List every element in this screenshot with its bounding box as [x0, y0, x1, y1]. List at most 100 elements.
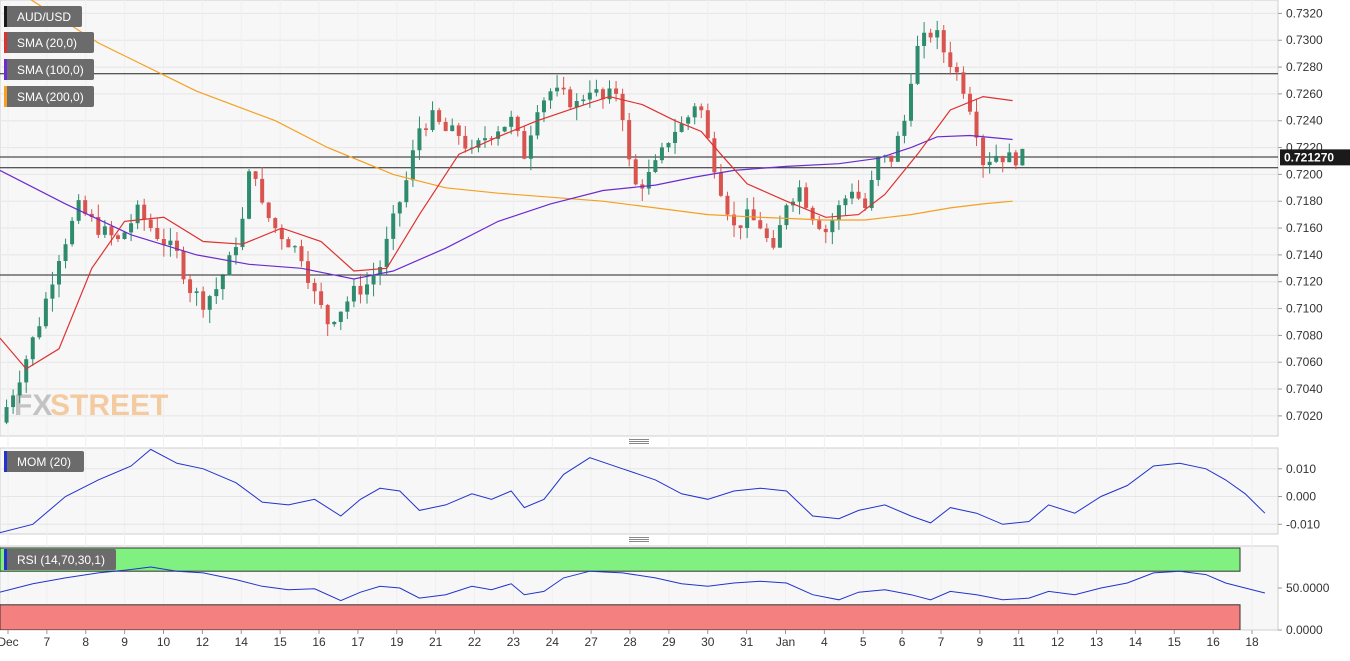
rsi-panel[interactable] [0, 547, 1266, 630]
candle-body [751, 209, 756, 221]
candle [430, 101, 435, 133]
candle [1020, 148, 1025, 166]
sma200-line [30, 0, 1013, 221]
candle [823, 224, 828, 244]
panel-resize-handle[interactable] [629, 537, 649, 542]
date-tick-label: 23 [507, 635, 521, 649]
candle-body [535, 112, 540, 136]
candle [437, 107, 442, 125]
candle-body [391, 213, 396, 239]
candle-body [673, 131, 678, 143]
candle-body [738, 225, 743, 229]
candle-body [915, 45, 920, 84]
candle [948, 41, 953, 75]
watermark-street: STREET [50, 389, 168, 422]
candle [784, 203, 789, 230]
candle-body [830, 219, 835, 233]
candle-body [489, 138, 494, 140]
candle [764, 223, 769, 243]
candle [233, 237, 238, 265]
legend-item[interactable]: SMA (100,0) [4, 59, 94, 80]
candle [843, 195, 848, 216]
momentum-panel[interactable] [0, 448, 1266, 534]
candle-body [496, 131, 501, 139]
candle [253, 171, 258, 187]
price-tick-label: 0.7280 [1286, 60, 1323, 74]
candle [581, 94, 586, 106]
candle-body [148, 219, 153, 228]
date-tick-label: 15 [273, 635, 287, 649]
candle-body [653, 160, 658, 172]
candle [417, 116, 422, 160]
candle [594, 79, 599, 97]
rsi-label: RSI (14,70,30,1) [17, 553, 105, 567]
candle [994, 144, 999, 164]
candle-body [941, 30, 946, 53]
candle-body [43, 298, 48, 327]
date-tick-label: 27 [584, 635, 598, 649]
candle [391, 204, 396, 250]
candle-body [437, 110, 442, 122]
price-tick-label: 0.7100 [1286, 302, 1323, 316]
candle-body [614, 88, 619, 94]
candle-body [17, 382, 22, 396]
candle [607, 80, 612, 104]
candle-body [712, 138, 717, 173]
candle [188, 274, 193, 303]
candle [895, 131, 900, 163]
candle [686, 115, 691, 131]
candle [535, 105, 540, 140]
legend-color-swatch [4, 451, 7, 472]
price-tick-label: 0.7060 [1286, 355, 1323, 369]
candle-body [856, 191, 861, 199]
candle-body [161, 239, 166, 246]
candle-body [174, 240, 179, 251]
date-tick-label: 8 [82, 635, 89, 649]
candle [889, 155, 894, 168]
legend-box [4, 86, 94, 107]
candle [712, 131, 717, 179]
date-tick-label: 29 [662, 635, 676, 649]
candle-body [600, 89, 605, 100]
candle-body [718, 172, 723, 196]
candle [777, 215, 782, 248]
candle [424, 123, 428, 137]
candle [148, 213, 153, 232]
momentum-legend[interactable]: MOM (20) [4, 451, 84, 472]
candle-body [404, 180, 409, 203]
candle [1013, 149, 1018, 170]
candle-body [102, 226, 107, 235]
candle-body [332, 321, 337, 325]
candle [319, 282, 324, 309]
candle [850, 183, 854, 205]
candle-body [96, 216, 101, 235]
candle-body [443, 121, 448, 132]
candle [627, 113, 632, 167]
candle-body [135, 204, 140, 224]
legend-label: SMA (100,0) [17, 63, 84, 77]
legend-item[interactable]: AUD/USD [4, 6, 82, 27]
candle [548, 88, 553, 109]
candle-body [358, 285, 363, 295]
overlay: AUD/USD SMA (20,0) SMA (100,0) SMA (200,0) M… [4, 6, 649, 570]
candle-body [777, 225, 782, 248]
candle [345, 296, 350, 319]
candle-body [181, 250, 186, 280]
candle [174, 232, 179, 259]
candle-body [797, 187, 802, 202]
candle-body [476, 140, 481, 148]
candle [456, 122, 461, 145]
legend-item[interactable]: SMA (20,0) [4, 32, 94, 53]
price-tick-label: 0.7120 [1286, 275, 1323, 289]
price-tick-label: 0.7300 [1286, 33, 1323, 47]
candle-body [50, 284, 55, 299]
candle-body [784, 205, 789, 226]
panel-resize-handle[interactable] [629, 439, 649, 444]
legend-color-swatch [4, 549, 7, 570]
rsi-legend[interactable]: RSI (14,70,30,1) [4, 549, 116, 570]
candle-body [574, 101, 579, 108]
candle [443, 117, 448, 132]
legend-item[interactable]: SMA (200,0) [4, 86, 94, 107]
